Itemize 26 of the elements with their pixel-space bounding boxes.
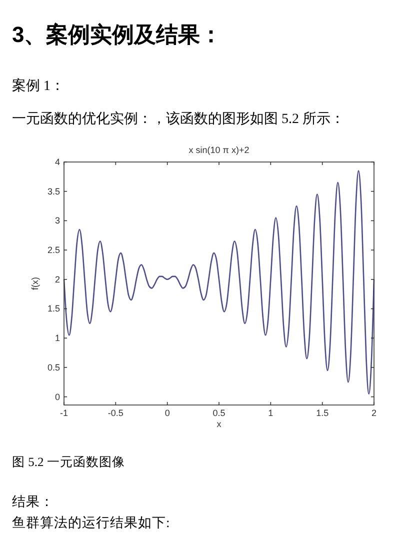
y-tick-label: 4	[54, 157, 60, 167]
y-tick-label: 0	[54, 392, 60, 402]
x-tick-label: -1	[60, 408, 68, 418]
x-tick-label: -0.5	[108, 408, 124, 418]
x-tick-label: 1.5	[316, 408, 329, 418]
x-tick-label: 0	[164, 408, 170, 418]
chart-title: x sin(10 π x)+2	[188, 145, 250, 155]
y-tick-label: 2.5	[47, 245, 60, 256]
x-tick-label: 0.5	[212, 408, 226, 418]
caption: 图 5.2 一元函数图像	[12, 455, 125, 469]
y-tick-label: 1.5	[47, 304, 60, 314]
text: 3、案例实例及结果：	[12, 22, 222, 47]
y-tick-label: 0.5	[47, 362, 60, 372]
x-tick-label: 1	[268, 408, 274, 418]
y-axis-title: f(x)	[30, 277, 40, 290]
y-tick-label: 1	[54, 333, 60, 344]
x-axis-title: x	[216, 419, 222, 429]
line-series	[63, 170, 375, 394]
y-tick-label: 2	[54, 274, 60, 284]
text: 案例 1：	[12, 77, 64, 94]
text: 鱼群算法的运行结果如下:	[12, 515, 170, 530]
y-tick-label: 3.5	[47, 186, 60, 196]
y-tick-label: 3	[54, 216, 60, 226]
text: 结果：	[12, 494, 54, 509]
x-tick-label: 2	[371, 408, 377, 418]
text: 一元函数的优化实例：，该函数的图形如图 5.2 所示：	[12, 111, 344, 127]
